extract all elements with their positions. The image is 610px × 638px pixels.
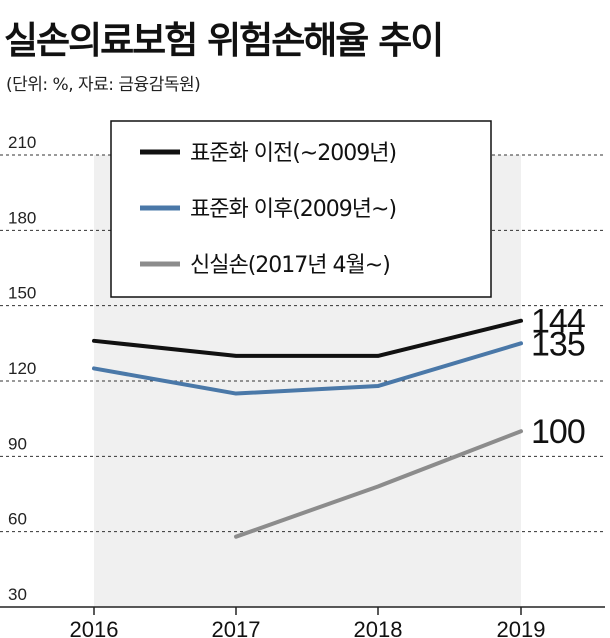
- legend-label-3: 신실손(2017년 4월~): [190, 253, 390, 278]
- y-tick-label: 60: [8, 510, 27, 529]
- y-tick-label: 120: [8, 359, 36, 378]
- legend-label-1: 표준화 이전(~2009년): [190, 141, 396, 166]
- y-axis-ticks: 30 60 90 120 150 180 210: [8, 133, 36, 604]
- end-label-1: 144: [531, 303, 585, 341]
- end-label-2: 135: [531, 325, 585, 363]
- legend: 표준화 이전(~2009년) 표준화 이후(2009년~) 신실손(2017년 4월…: [110, 120, 492, 298]
- x-tick-label: 2018: [354, 617, 403, 638]
- end-label-3: 100: [531, 413, 585, 451]
- y-tick-label: 30: [8, 585, 27, 604]
- y-tick-label: 150: [8, 284, 36, 303]
- x-axis-ticks: 2016 2017 2018 2019: [70, 607, 546, 638]
- chart-subtitle: (단위: %, 자료: 금융감독원): [6, 75, 201, 95]
- x-tick-label: 2017: [212, 617, 261, 638]
- series-line-3: [234, 429, 523, 539]
- series-lines: [92, 318, 523, 539]
- x-tick-label: 2016: [70, 617, 119, 638]
- legend-label-2: 표준화 이후(2009년~): [190, 197, 396, 222]
- chart-title: 실손의료보험 위험손해율 추이: [4, 19, 444, 62]
- y-tick-label: 90: [8, 434, 27, 453]
- y-tick-label: 210: [8, 133, 36, 152]
- y-tick-label: 180: [8, 208, 36, 227]
- series-line-2: [92, 341, 523, 396]
- series-line-1: [92, 318, 523, 358]
- x-tick-label: 2019: [497, 617, 546, 638]
